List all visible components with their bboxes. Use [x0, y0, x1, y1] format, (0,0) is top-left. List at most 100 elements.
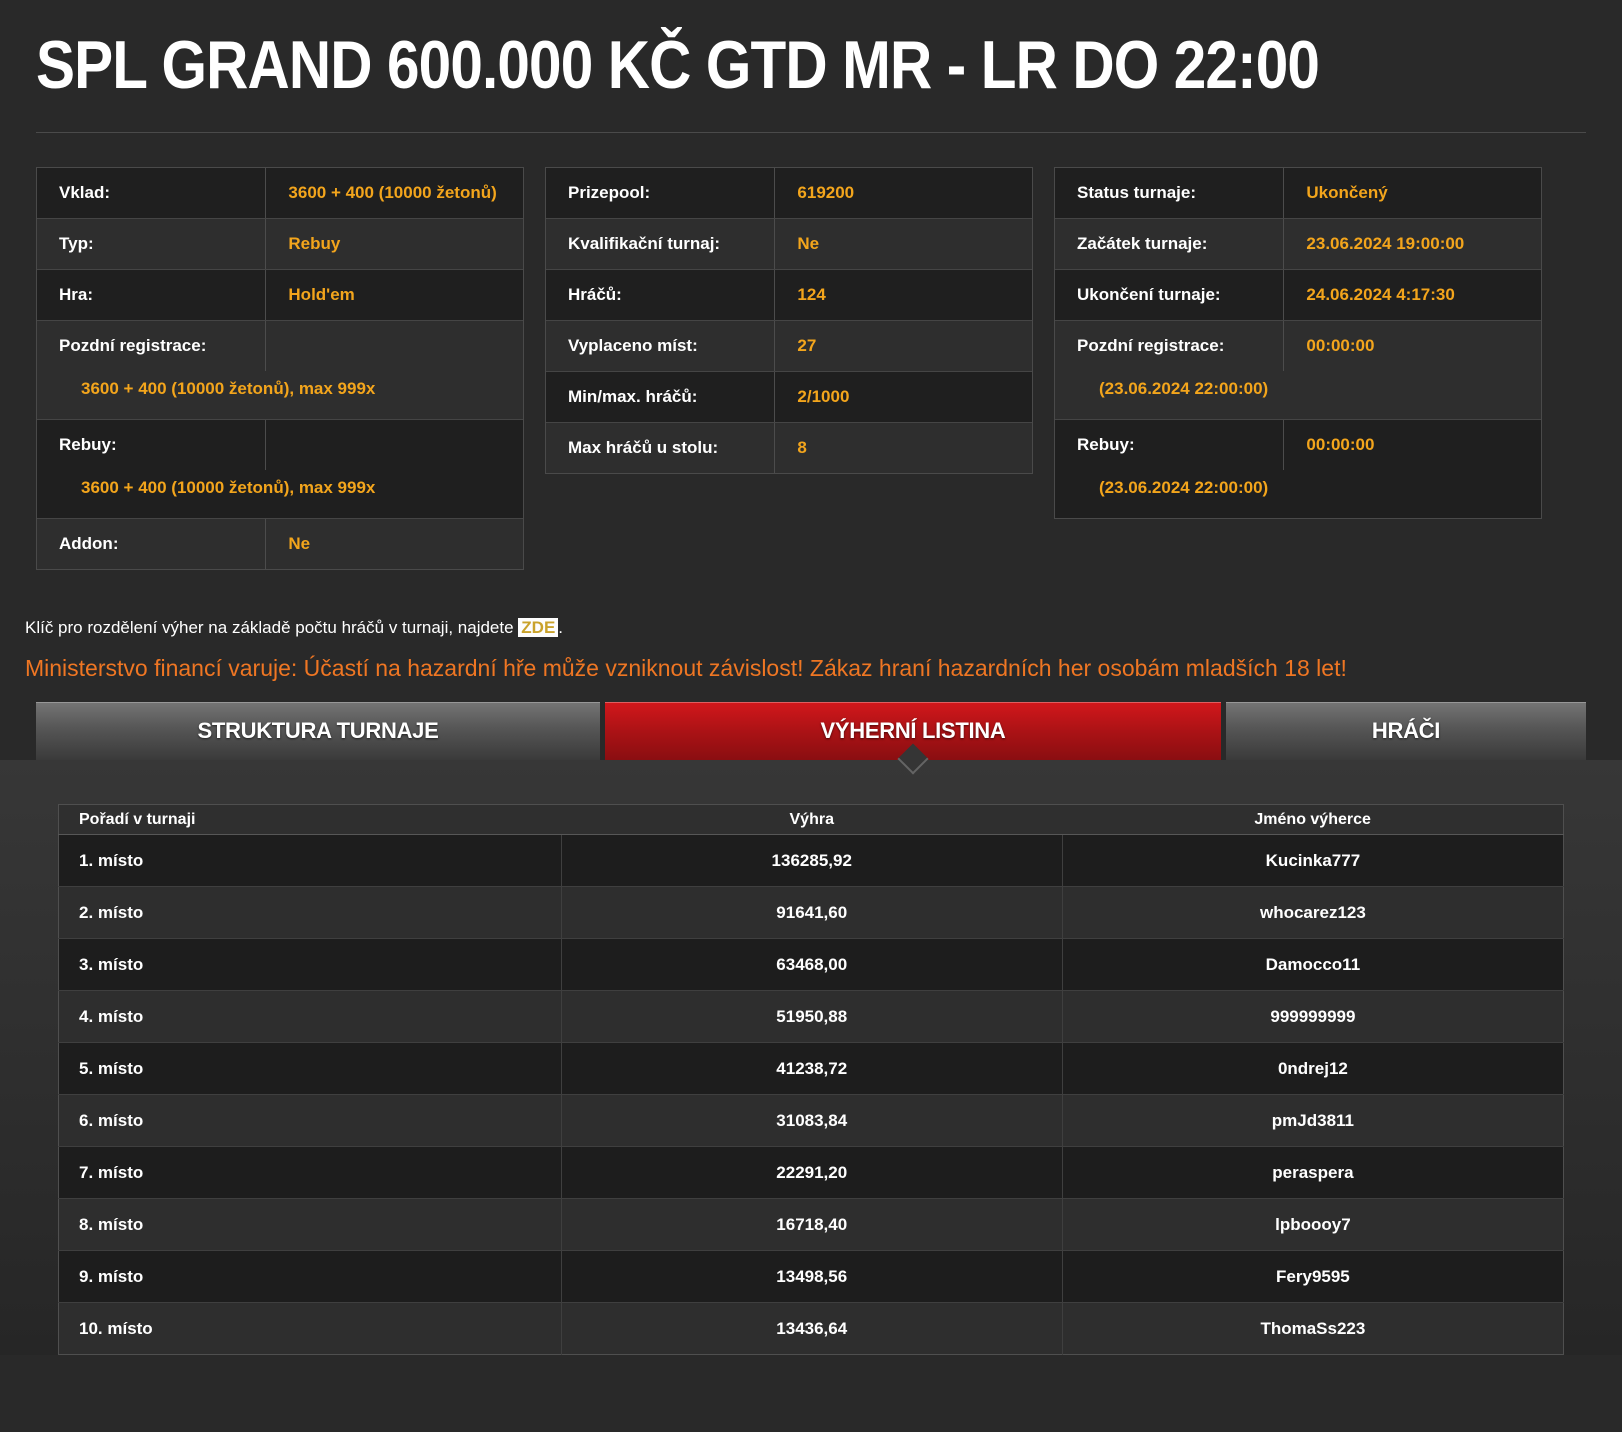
prize-key-note-text: Klíč pro rozdělení výher na základě počt…	[25, 618, 519, 637]
info-value	[265, 420, 523, 470]
rank-cell: 4. místo	[58, 990, 562, 1043]
table-row: 6. místo 31083,84 pmJd3811	[58, 1094, 1564, 1147]
info-value: 2/1000	[774, 372, 1032, 422]
info-value: 619200	[774, 168, 1032, 218]
info-value: 8	[774, 423, 1032, 473]
info-row: Pozdní registrace: 00:00:00 (23.06.2024 …	[1055, 321, 1541, 420]
info-row: Min/max. hráčů: 2/1000	[546, 372, 1032, 423]
table-row: 10. místo 13436,64 ThomaSs223	[58, 1302, 1564, 1355]
table-row: 1. místo 136285,92 Kucinka777	[58, 834, 1564, 887]
info-label: Hráčů:	[568, 285, 622, 304]
info-row: Max hráčů u stolu: 8	[546, 423, 1032, 473]
table-row: 2. místo 91641,60 whocarez123	[58, 886, 1564, 939]
info-value: 23.06.2024 19:00:00	[1283, 219, 1541, 269]
info-label: Rebuy:	[59, 435, 117, 454]
info-sub-value: (23.06.2024 22:00:00)	[1099, 379, 1269, 398]
info-row: Rebuy: 3600 + 400 (10000 žetonů), max 99…	[37, 420, 523, 519]
rank-cell: 9. místo	[58, 1250, 562, 1303]
info-value: 00:00:00	[1283, 420, 1541, 470]
info-row: Začátek turnaje: 23.06.2024 19:00:00	[1055, 219, 1541, 270]
table-row: 3. místo 63468,00 Damocco11	[58, 938, 1564, 991]
rank-cell: 1. místo	[58, 834, 562, 887]
rank-cell: 3. místo	[58, 938, 562, 991]
info-value: 27	[774, 321, 1032, 371]
table-row: 8. místo 16718,40 lpboooy7	[58, 1198, 1564, 1251]
prize-cell: 91641,60	[560, 886, 1063, 939]
info-row: Status turnaje: Ukončený	[1055, 168, 1541, 219]
winner-cell: 999999999	[1061, 990, 1564, 1043]
info-label: Prizepool:	[568, 183, 651, 202]
title-divider	[36, 132, 1586, 133]
header-prize: Výhra	[561, 804, 1063, 835]
prize-cell: 63468,00	[560, 938, 1063, 991]
page-container: SPL GRAND 600.000 KČ GTD MR - LR DO 22:0…	[0, 26, 1622, 1355]
prize-cell: 41238,72	[560, 1042, 1063, 1095]
info-label: Status turnaje:	[1077, 183, 1197, 202]
info-row: Ukončení turnaje: 24.06.2024 4:17:30	[1055, 270, 1541, 321]
rank-cell: 7. místo	[58, 1146, 562, 1199]
rank-cell: 5. místo	[58, 1042, 562, 1095]
rank-cell: 6. místo	[58, 1094, 562, 1147]
info-row: Hráčů: 124	[546, 270, 1032, 321]
winner-cell: pmJd3811	[1061, 1094, 1564, 1147]
info-value: Ne	[774, 219, 1032, 269]
results-content-area: Pořadí v turnaji Výhra Jméno výherce 1. …	[0, 760, 1622, 1355]
info-row: Vklad: 3600 + 400 (10000 žetonů)	[37, 168, 523, 219]
winner-cell: lpboooy7	[1061, 1198, 1564, 1251]
table-row: 5. místo 41238,72 0ndrej12	[58, 1042, 1564, 1095]
winner-cell: ThomaSs223	[1061, 1302, 1564, 1355]
info-label: Min/max. hráčů:	[568, 387, 698, 406]
results-table-header-row: Pořadí v turnaji Výhra Jméno výherce	[58, 804, 1564, 835]
info-panel-prizepool: Prizepool: 619200 Kvalifikační turnaj: N…	[545, 167, 1033, 474]
info-sub-value: 3600 + 400 (10000 žetonů), max 999x	[81, 379, 376, 398]
info-row: Vyplaceno míst: 27	[546, 321, 1032, 372]
info-sub-value: 3600 + 400 (10000 žetonů), max 999x	[81, 478, 376, 497]
winner-cell: Damocco11	[1061, 938, 1564, 991]
info-row: Prizepool: 619200	[546, 168, 1032, 219]
info-label: Max hráčů u stolu:	[568, 438, 719, 457]
info-value: 124	[774, 270, 1032, 320]
tab-vyherni-listina[interactable]: VÝHERNÍ LISTINA	[605, 702, 1221, 775]
prize-cell: 31083,84	[560, 1094, 1063, 1147]
prize-key-note: Klíč pro rozdělení výher na základě počt…	[25, 618, 1586, 638]
info-value	[265, 321, 523, 371]
page-title: SPL GRAND 600.000 KČ GTD MR - LR DO 22:0…	[36, 27, 1320, 103]
prize-key-note-period: .	[558, 618, 564, 637]
info-label: Začátek turnaje:	[1077, 234, 1208, 253]
prize-cell: 136285,92	[560, 834, 1063, 887]
winner-cell: 0ndrej12	[1061, 1042, 1564, 1095]
info-value: Ne	[265, 519, 523, 569]
winner-cell: Kucinka777	[1061, 834, 1564, 887]
info-label: Vyplaceno míst:	[568, 336, 698, 355]
tab-hraci[interactable]: HRÁČI	[1226, 702, 1586, 760]
prize-cell: 16718,40	[560, 1198, 1063, 1251]
info-label: Typ:	[59, 234, 94, 253]
rank-cell: 8. místo	[58, 1198, 562, 1251]
results-table: Pořadí v turnaji Výhra Jméno výherce 1. …	[58, 804, 1564, 1355]
info-value: 00:00:00	[1283, 321, 1541, 371]
tournament-info-panels: Vklad: 3600 + 400 (10000 žetonů) Typ: Re…	[36, 167, 1586, 570]
prize-cell: 13436,64	[560, 1302, 1063, 1355]
table-row: 9. místo 13498,56 Fery9595	[58, 1250, 1564, 1303]
zde-link[interactable]: ZDE	[518, 618, 559, 637]
info-row: Kvalifikační turnaj: Ne	[546, 219, 1032, 270]
info-label: Rebuy:	[1077, 435, 1135, 454]
info-panel-status: Status turnaje: Ukončený Začátek turnaje…	[1054, 167, 1542, 519]
info-label: Ukončení turnaje:	[1077, 285, 1221, 304]
info-label: Pozdní registrace:	[1077, 336, 1225, 355]
tab-struktura-turnaje[interactable]: STRUKTURA TURNAJE	[36, 702, 600, 760]
table-row: 7. místo 22291,20 peraspera	[58, 1146, 1564, 1199]
info-row: Addon: Ne	[37, 519, 523, 569]
info-row: Pozdní registrace: 3600 + 400 (10000 žet…	[37, 321, 523, 420]
winner-cell: peraspera	[1061, 1146, 1564, 1199]
info-value: Hold'em	[265, 270, 523, 320]
rank-cell: 10. místo	[58, 1302, 562, 1355]
info-value: 3600 + 400 (10000 žetonů)	[265, 168, 523, 218]
table-row: 4. místo 51950,88 999999999	[58, 990, 1564, 1043]
info-value: 24.06.2024 4:17:30	[1283, 270, 1541, 320]
info-label: Pozdní registrace:	[59, 336, 207, 355]
ministry-warning-text: Ministerstvo financí varuje: Účastí na h…	[25, 655, 1347, 681]
prize-cell: 51950,88	[560, 990, 1063, 1043]
info-label: Kvalifikační turnaj:	[568, 234, 721, 253]
tab-bar: STRUKTURA TURNAJE VÝHERNÍ LISTINA HRÁČI	[36, 702, 1586, 775]
